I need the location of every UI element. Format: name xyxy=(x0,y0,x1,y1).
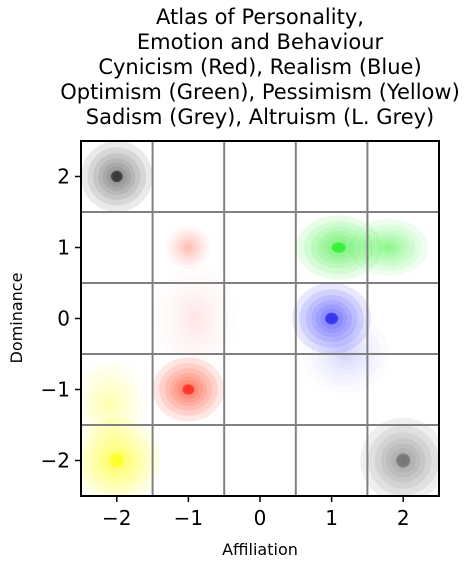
density-optimism xyxy=(295,215,429,280)
density-altruism xyxy=(360,417,439,496)
x-tick-label: 2 xyxy=(397,506,410,530)
axis-ticks: −2 −1 0 1 2 −2 −1 0 1 2 xyxy=(41,165,410,531)
y-tick-label: 1 xyxy=(57,236,70,260)
grid-lines xyxy=(81,141,439,496)
density-sadism xyxy=(81,141,153,212)
density-peak xyxy=(109,453,124,468)
density-contour xyxy=(381,242,397,253)
density-contour xyxy=(362,228,415,267)
x-tick-label: 1 xyxy=(325,506,338,530)
density-contour xyxy=(102,395,117,412)
x-axis-label: Affiliation xyxy=(222,540,298,559)
density-contour xyxy=(95,386,124,421)
density-contour xyxy=(106,399,114,408)
y-tick-label: −2 xyxy=(41,449,70,473)
density-contour xyxy=(81,368,139,439)
density-contour xyxy=(86,375,134,432)
density-peak xyxy=(111,170,123,183)
x-tick-label: 0 xyxy=(254,506,267,530)
density-contour xyxy=(384,244,393,251)
y-axis-label: Dominance xyxy=(7,273,26,364)
density-realism xyxy=(292,283,371,354)
density-contour xyxy=(349,219,429,276)
chart-title: Atlas of Personality, Emotion and Behavi… xyxy=(60,5,460,129)
density-contour xyxy=(91,381,129,426)
title-line-2: Emotion and Behaviour xyxy=(137,30,384,54)
density-peak xyxy=(325,312,338,325)
density-contour xyxy=(186,245,190,249)
title-line-4: Optimism (Green), Pessimism (Yellow) xyxy=(60,80,460,104)
title-line-1: Atlas of Personality, xyxy=(156,5,364,29)
density-cynicism xyxy=(152,245,225,422)
density-peak xyxy=(182,384,195,395)
density-contour xyxy=(99,391,121,417)
plot-background xyxy=(81,141,439,496)
x-tick-label: −2 xyxy=(102,506,131,530)
density-contour xyxy=(377,239,401,256)
title-line-3: Cynicism (Red), Realism (Blue) xyxy=(98,55,421,79)
x-tick-label: −1 xyxy=(174,506,203,530)
density-layer xyxy=(81,141,439,496)
density-peak xyxy=(396,453,411,468)
density-peak xyxy=(331,242,346,253)
density-contour xyxy=(356,224,422,271)
density-contour xyxy=(368,232,410,263)
title-line-5: Sadism (Grey), Altruism (L. Grey) xyxy=(86,105,434,129)
density-contour xyxy=(192,313,200,324)
y-tick-label: 2 xyxy=(57,165,70,189)
y-tick-label: −1 xyxy=(41,378,70,402)
density-contour xyxy=(373,236,405,259)
y-tick-label: 0 xyxy=(57,307,70,331)
